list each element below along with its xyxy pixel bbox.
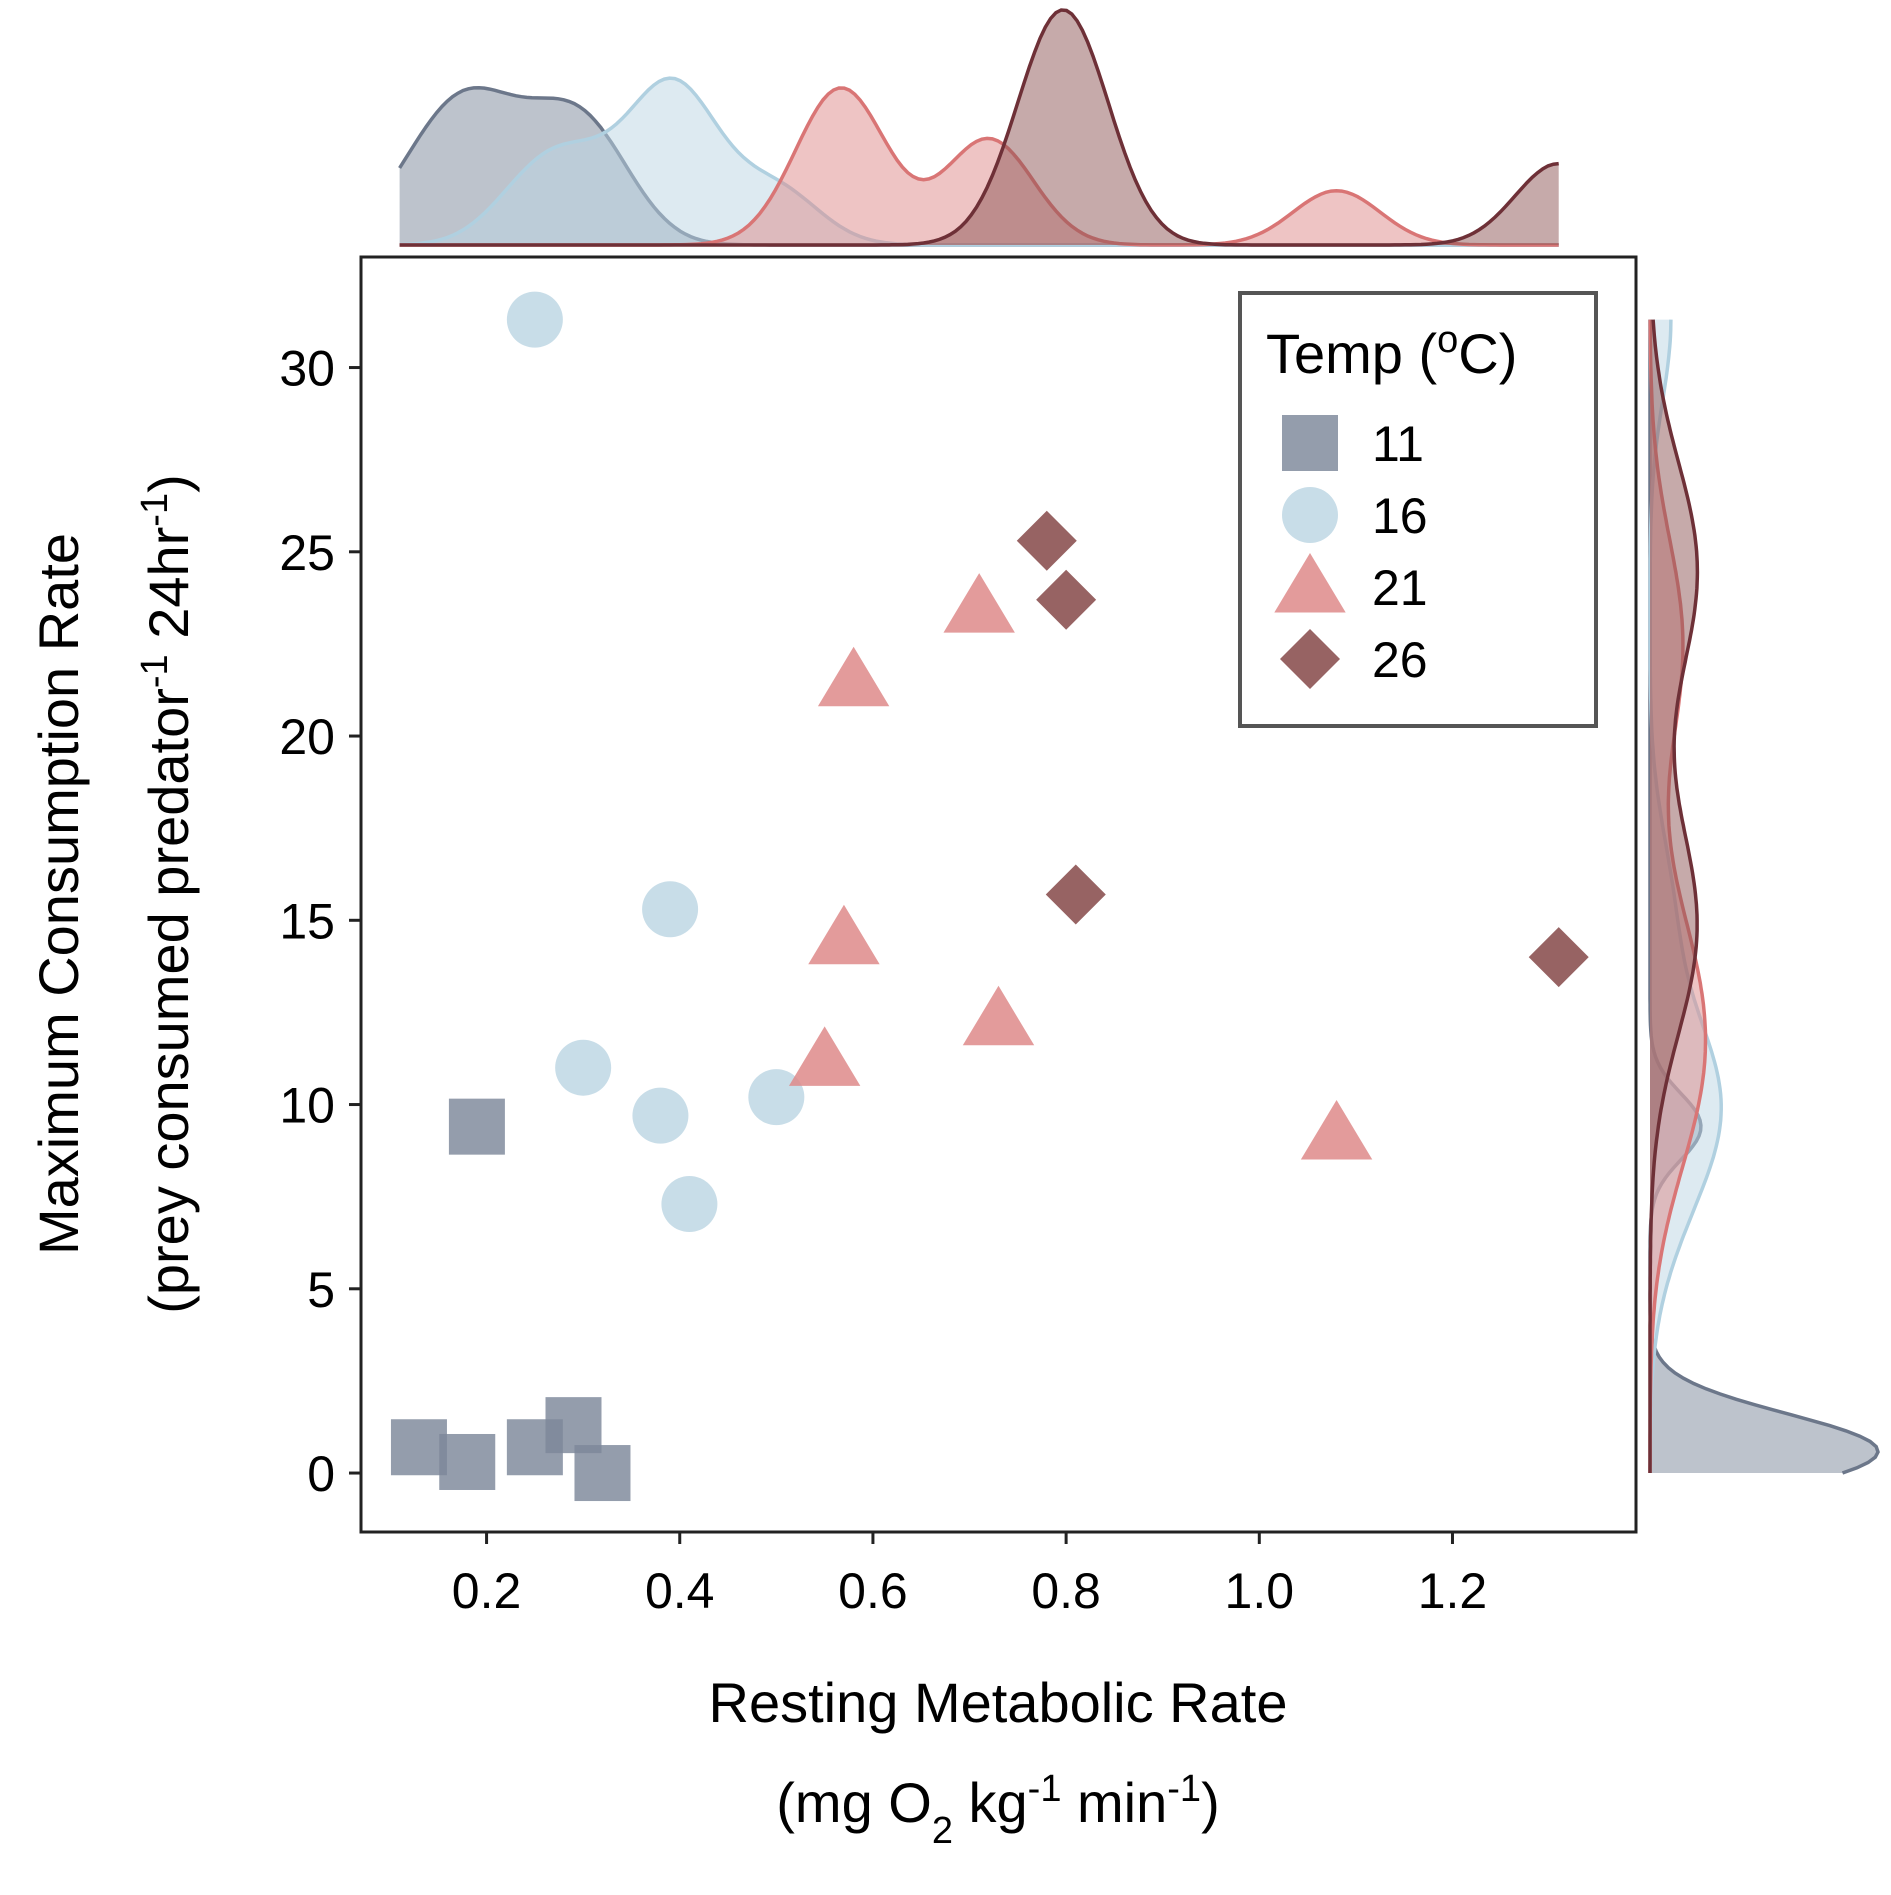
right-density-marginal	[1648, 319, 1880, 1475]
data-point-16-circle	[661, 1176, 718, 1233]
x-tick-label: 0.8	[1031, 1563, 1101, 1619]
top-density-fill-16	[399, 78, 1559, 245]
data-points	[390, 291, 1589, 1502]
data-point-16-circle	[506, 291, 563, 348]
plot-frame	[359, 255, 1638, 1534]
legend-label-21: 21	[1372, 560, 1428, 616]
right-density-line-26	[1648, 319, 1700, 1473]
legend-label-11: 11	[1372, 416, 1424, 472]
data-point-21-triangle	[962, 985, 1035, 1046]
data-point-11-square	[545, 1397, 602, 1454]
data-point-11-square	[439, 1433, 496, 1490]
legend-items: 11 16 21 26	[1274, 415, 1428, 689]
x-tick-label: 0.4	[645, 1563, 715, 1619]
y-tick-label: 5	[307, 1262, 335, 1318]
y-axis: 0 5 10 15 20 25 30	[279, 341, 361, 1502]
data-point-16-circle	[642, 881, 699, 938]
legend-swatch-21	[1274, 553, 1346, 613]
y-tick-label: 20	[279, 709, 335, 765]
data-point-21-triangle	[788, 1026, 861, 1086]
y-tick-label: 0	[307, 1446, 335, 1502]
x-tick-label: 0.6	[838, 1563, 908, 1619]
data-point-11-square	[574, 1445, 631, 1502]
data-point-16-circle	[748, 1069, 805, 1126]
legend-swatch-26	[1280, 629, 1340, 689]
top-density-line-26	[399, 8, 1559, 247]
legend-title: Temp (oC)	[1266, 319, 1517, 385]
y-axis-unit: (prey consumed predator-1 24hr-1)	[134, 474, 200, 1314]
x-axis-title: Resting Metabolic Rate	[709, 1671, 1288, 1734]
right-density-fill-26	[1650, 319, 1698, 1474]
data-point-16-circle	[555, 1039, 612, 1096]
legend-swatch-16	[1282, 487, 1338, 543]
data-point-26-diamond	[1528, 927, 1589, 988]
legend-label-26: 26	[1372, 632, 1428, 688]
data-point-21-triangle	[1300, 1100, 1373, 1160]
x-axis: 0.2 0.4 0.6 0.8 1.0 1.2	[452, 1532, 1487, 1619]
x-axis-unit: (mg O2 kg-1 min-1)	[776, 1768, 1219, 1852]
y-tick-label: 30	[279, 341, 335, 397]
x-tick-label: 0.2	[452, 1563, 522, 1619]
y-tick-label: 10	[279, 1078, 335, 1134]
x-tick-label: 1.0	[1225, 1563, 1295, 1619]
data-point-26-diamond	[1016, 510, 1077, 571]
data-point-16-circle	[632, 1087, 689, 1144]
data-point-21-triangle	[808, 904, 880, 965]
top-density-marginal	[398, 8, 1559, 247]
top-density-fill-21	[399, 88, 1559, 245]
y-tick-label: 15	[279, 893, 335, 949]
x-tick-label: 1.2	[1418, 1563, 1488, 1619]
data-point-26-diamond	[1045, 864, 1106, 925]
data-point-26-diamond	[1036, 569, 1097, 630]
legend-swatch-11	[1282, 415, 1338, 471]
data-point-11-square	[390, 1419, 447, 1476]
legend-label-16: 16	[1372, 488, 1428, 544]
data-point-21-triangle	[817, 646, 890, 707]
y-axis-title: Maximum Consumption Rate	[27, 533, 90, 1255]
data-point-21-triangle	[943, 573, 1015, 633]
legend: Temp (oC) 11 16 21 26	[1238, 291, 1598, 728]
y-tick-label: 25	[279, 525, 335, 581]
data-point-11-square	[448, 1098, 505, 1155]
